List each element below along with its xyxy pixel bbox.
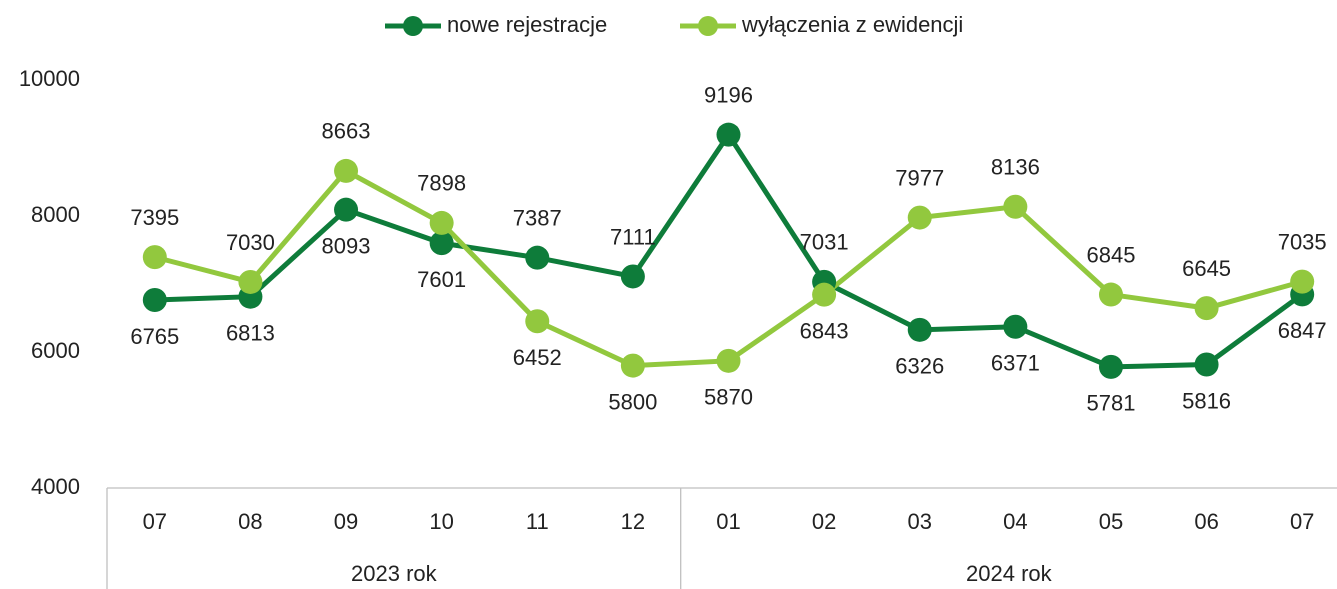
x-tick-label: 01 [716,509,740,534]
point [1194,296,1219,321]
x-tick-label: 04 [1003,509,1027,534]
data-label: 7601 [417,267,466,292]
data-label: 6371 [991,351,1040,376]
x-tick-label: 06 [1194,509,1218,534]
point [429,231,454,256]
data-label: 7387 [513,205,562,230]
y-tick-label: 8000 [31,202,80,227]
y-tick-label: 4000 [31,474,80,499]
data-label: 9196 [704,82,753,107]
x-tick-label: 03 [907,509,931,534]
x-tick-label: 10 [429,509,453,534]
point [334,197,359,222]
data-label: 5781 [1086,391,1135,416]
point [1098,282,1123,307]
data-label: 7898 [417,171,466,196]
point [1003,194,1028,219]
data-label: 6847 [1278,318,1327,343]
point [525,309,550,334]
data-label: 7977 [895,165,944,190]
data-label: 7395 [130,205,179,230]
series-line [154,167,1303,369]
data-label: 6845 [1086,242,1135,267]
data-label: 6645 [1182,256,1231,281]
data-label: 8663 [322,119,371,144]
data-label: 6452 [513,345,562,370]
data-label: 8136 [991,155,1040,180]
x-tick-label: 02 [812,509,836,534]
point [716,348,741,373]
x-tick-label: 05 [1099,509,1123,534]
point [238,269,263,294]
group-label: 2023 rok [351,561,438,586]
point [1098,354,1123,379]
data-label: 5870 [704,385,753,410]
x-tick-label: 11 [526,509,549,534]
point [525,245,550,270]
legend-marker [403,16,423,36]
point [620,264,645,289]
x-tick-label: 08 [238,509,262,534]
y-tick-label: 6000 [31,338,80,363]
point [907,317,932,342]
data-label: 6843 [800,318,849,343]
legend-marker [698,16,718,36]
point [1290,269,1315,294]
data-label: 7111 [610,224,656,249]
legend-label: nowe rejestracje [447,12,607,37]
data-label: 5816 [1182,388,1231,413]
data-label: 6813 [226,321,275,346]
point [1194,352,1219,377]
point [716,122,741,147]
data-label: 7031 [800,230,849,255]
x-tick-label: 07 [1290,509,1314,534]
point [142,287,167,312]
point [429,210,454,235]
point [334,158,359,183]
point [812,282,837,307]
y-tick-label: 10000 [19,66,80,91]
data-label: 5800 [608,389,657,414]
point [142,245,167,270]
x-tick-label: 09 [334,509,358,534]
data-label: 6765 [130,324,179,349]
group-label: 2024 rok [966,561,1053,586]
point [1003,314,1028,339]
x-tick-label: 07 [143,509,167,534]
point [907,205,932,230]
x-tick-label: 12 [621,509,645,534]
data-label: 7030 [226,230,275,255]
data-label: 8093 [322,233,371,258]
data-label: 6326 [895,354,944,379]
point [620,353,645,378]
data-label: 7035 [1278,229,1327,254]
legend-label: wyłączenia z ewidencji [741,12,963,37]
